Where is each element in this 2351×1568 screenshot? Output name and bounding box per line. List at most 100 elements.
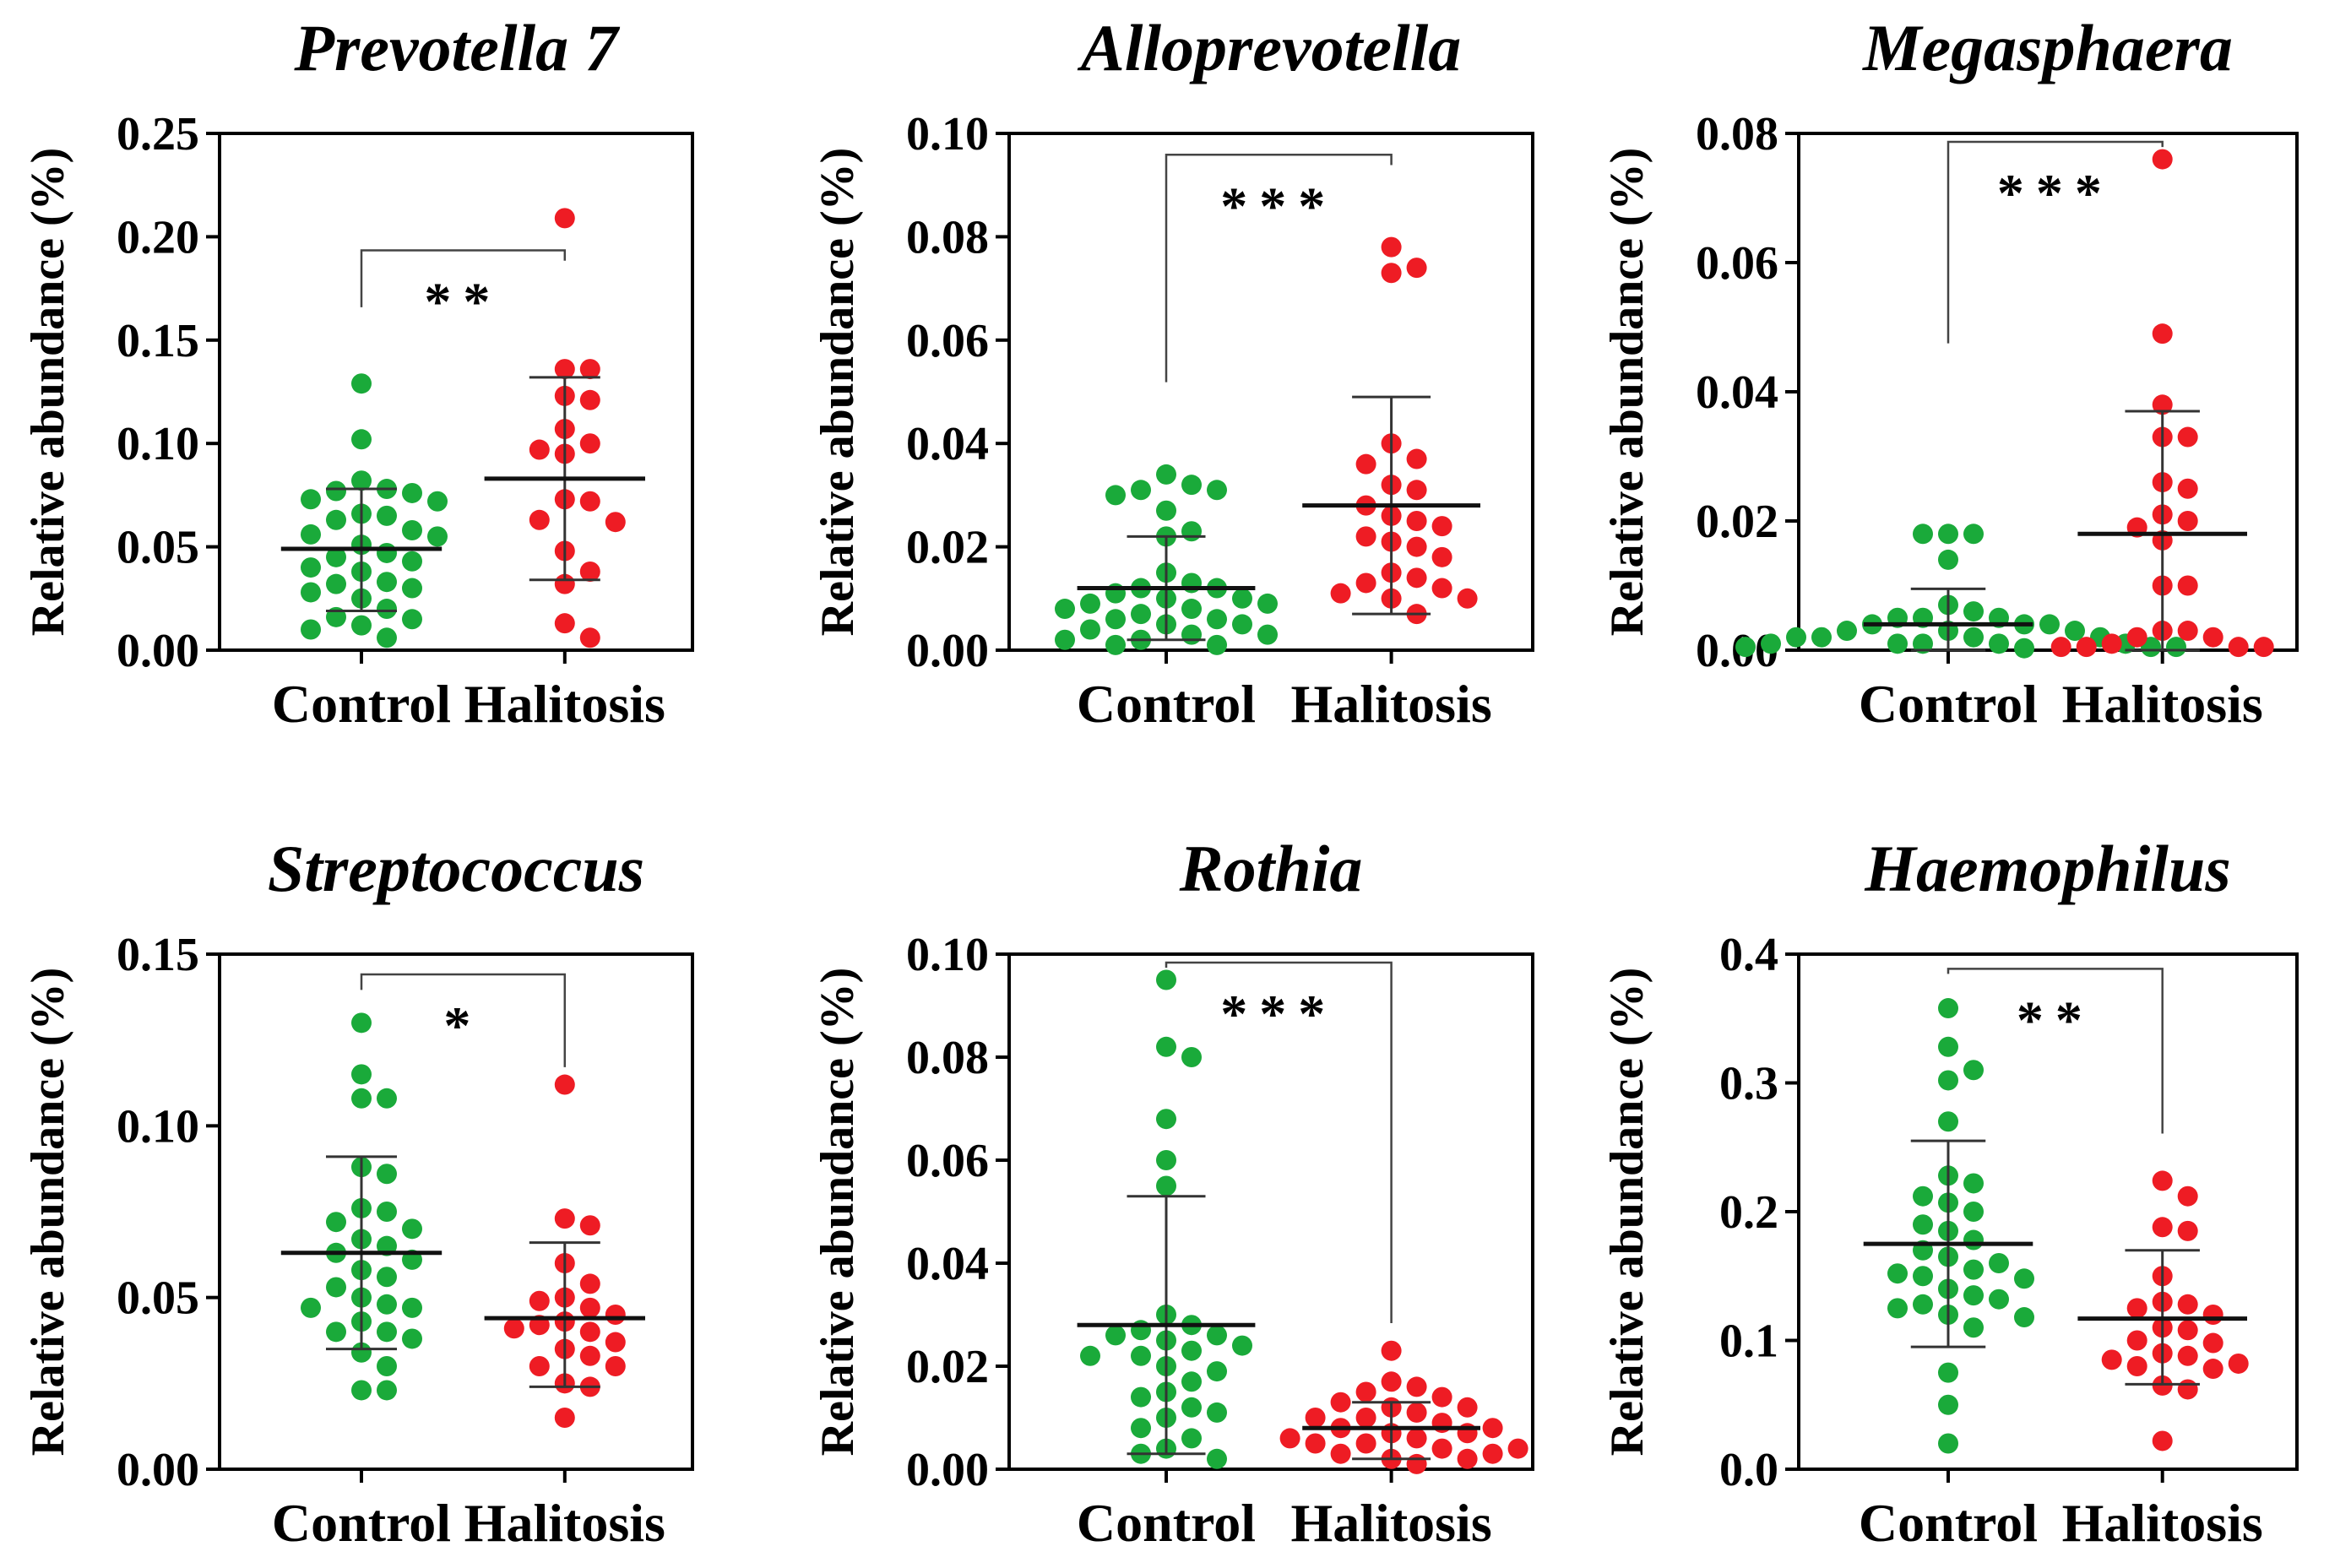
point-halitosis [1431, 578, 1452, 599]
point-control [1963, 1317, 1984, 1338]
y-tick-label: 0.04 [1696, 366, 1778, 419]
y-tick-label: 0.0 [1719, 1444, 1778, 1496]
point-halitosis [2177, 1220, 2198, 1241]
point-halitosis [1482, 1418, 1503, 1439]
point-halitosis [605, 1332, 626, 1353]
point-halitosis [1406, 480, 1427, 501]
significance-stars: *** [1997, 163, 2114, 223]
point-control [1887, 1298, 1908, 1319]
y-tick-label: 0.15 [117, 929, 199, 981]
y-tick-label: 0.02 [906, 1341, 989, 1393]
point-halitosis [1431, 1438, 1452, 1459]
point-control [377, 1356, 397, 1376]
point-control [377, 1294, 397, 1315]
point-control [377, 1202, 397, 1222]
point-control [1181, 1047, 1202, 1067]
point-control [1232, 1335, 1252, 1356]
x-tick-label-control: Control [1859, 1493, 2038, 1553]
point-halitosis [579, 627, 600, 648]
point-halitosis [1406, 567, 1427, 589]
point-halitosis [1305, 1433, 1326, 1454]
point-halitosis [579, 1321, 600, 1343]
point-halitosis [1406, 258, 1427, 279]
y-tick-label: 0.00 [906, 625, 989, 677]
point-control [377, 1380, 397, 1401]
point-control [326, 546, 346, 567]
significance-bracket [1165, 961, 1393, 1323]
point-control [326, 573, 346, 594]
point-control [1963, 1173, 1984, 1194]
point-control [377, 1164, 397, 1185]
point-halitosis [579, 1297, 600, 1318]
point-control [1938, 998, 1958, 1019]
y-tick-label: 0.06 [906, 315, 989, 367]
point-control [1232, 614, 1252, 635]
point-halitosis [1330, 1443, 1351, 1464]
plot-frame [1007, 952, 1534, 1471]
point-control [1181, 1371, 1202, 1392]
point-control [1156, 1109, 1176, 1130]
point-halitosis [529, 1290, 550, 1311]
point-halitosis [1431, 546, 1452, 567]
chart-title: Haemophilus [1864, 832, 2230, 905]
significance-bracket [1946, 968, 2164, 1134]
y-tick-label: 0.00 [906, 1444, 989, 1496]
y-tick-label: 0.3 [1719, 1058, 1778, 1110]
point-halitosis [2202, 1332, 2223, 1354]
significance-bracket [360, 249, 567, 307]
point-control [402, 1328, 422, 1349]
point-halitosis [1406, 1376, 1427, 1397]
point-control [1963, 1229, 1984, 1251]
point-halitosis [1457, 588, 1478, 609]
point-control [1938, 1433, 1958, 1454]
point-control [377, 572, 397, 593]
point-control [402, 482, 422, 503]
point-halitosis [554, 359, 575, 380]
point-halitosis [1330, 583, 1351, 604]
point-halitosis [1406, 448, 1427, 469]
point-halitosis [1355, 1433, 1376, 1454]
point-control [1963, 1285, 1984, 1306]
point-control [1181, 599, 1202, 620]
point-control [402, 578, 422, 599]
y-tick-label: 0.15 [117, 315, 199, 367]
point-control [402, 551, 422, 572]
point-control [1938, 1111, 1958, 1132]
point-control [402, 1218, 422, 1240]
point-halitosis [1431, 1386, 1452, 1408]
significance-stars: *** [1220, 984, 1337, 1044]
point-control [2014, 1268, 2034, 1289]
point-control [326, 1212, 346, 1233]
point-control [1963, 601, 1984, 622]
point-halitosis [579, 1273, 600, 1294]
point-control [1963, 1259, 1984, 1280]
point-control [1761, 633, 1781, 654]
point-halitosis [1381, 1340, 1402, 1361]
point-halitosis [579, 561, 600, 582]
point-halitosis [1406, 536, 1427, 557]
plot-frame [218, 132, 694, 652]
point-control [377, 1088, 397, 1109]
point-halitosis [2177, 621, 2198, 642]
point-halitosis [2177, 1294, 2198, 1315]
point-control [1207, 1402, 1227, 1423]
chart-title: Megasphaera [1861, 11, 2233, 84]
point-control [1207, 480, 1227, 501]
y-tick-label: 0.04 [906, 1238, 989, 1290]
chart-title: Alloprevotella [1077, 11, 1462, 84]
point-halitosis [2126, 1330, 2147, 1351]
point-halitosis [2152, 394, 2173, 415]
point-control [1055, 629, 1075, 650]
significance-stars: *** [1220, 176, 1337, 236]
point-halitosis [1406, 1402, 1427, 1423]
point-halitosis [2177, 1185, 2198, 1207]
point-control [1181, 1340, 1202, 1361]
point-control [1989, 1289, 2009, 1310]
point-control [1181, 624, 1202, 645]
point-halitosis [1406, 511, 1427, 531]
point-control [351, 373, 372, 394]
point-halitosis [2076, 637, 2097, 658]
significance-stars: ** [424, 272, 502, 332]
point-control [1105, 1325, 1126, 1346]
